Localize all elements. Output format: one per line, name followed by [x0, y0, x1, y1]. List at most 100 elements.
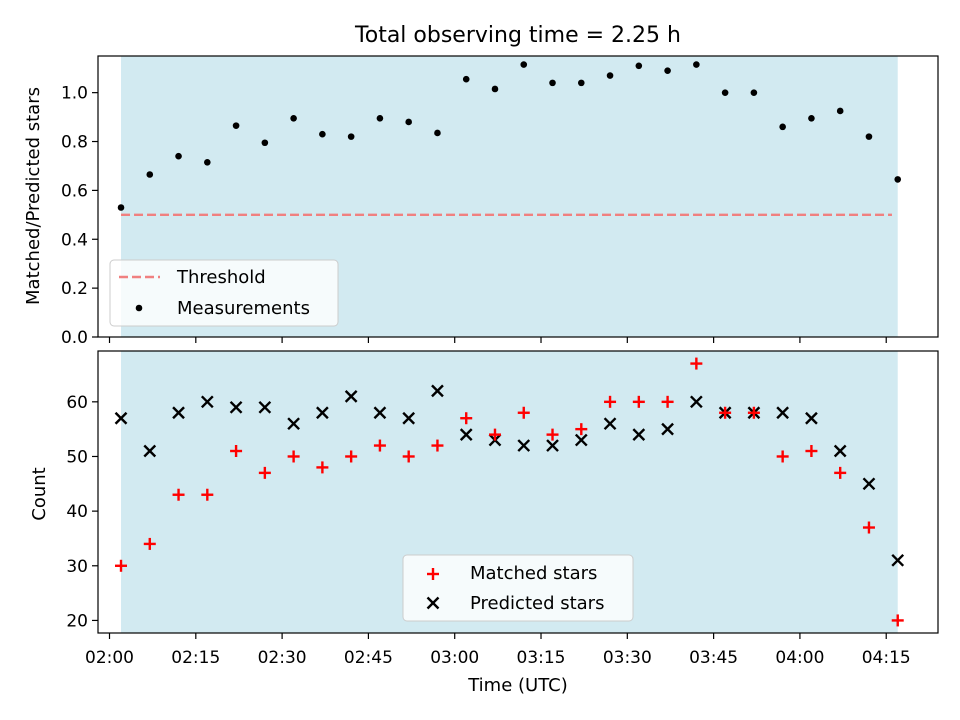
bottom-axes-frame: [97, 350, 939, 634]
matched-star-marker: [373, 439, 386, 452]
measurement-point: [606, 72, 614, 79]
matched-star-marker: [834, 466, 847, 479]
measurement-point: [232, 122, 240, 129]
matched-star-marker: [287, 450, 300, 463]
matched-star-marker: [517, 406, 530, 419]
matched-star-marker: [632, 395, 645, 408]
predicted-stroke: [402, 411, 416, 425]
measurement-point: [261, 139, 269, 147]
matched-star-marker: [488, 428, 501, 441]
measurement-point: [146, 171, 154, 178]
measurement-point: [664, 67, 671, 74]
measurement-point: [175, 152, 182, 160]
legend-predicted-swatch: [426, 596, 440, 610]
x-tick-label: 04:00: [775, 648, 824, 668]
x-tick-label: 02:00: [85, 648, 134, 668]
predicted-stroke: [431, 384, 444, 398]
predicted-star-marker: [431, 384, 444, 398]
measurement-point: [808, 115, 815, 122]
matched-star-marker: [460, 412, 473, 425]
matched-star-marker: [143, 537, 156, 550]
predicted-star-marker: [287, 417, 300, 431]
measurement-point: [434, 129, 441, 137]
predicted-star-marker: [776, 406, 790, 420]
matched-star-marker: [805, 445, 818, 458]
predicted-stroke: [229, 400, 243, 414]
matched-star-marker: [747, 406, 760, 419]
predicted-stroke: [891, 553, 905, 567]
measurement-point: [836, 107, 844, 115]
measurement-point: [520, 61, 528, 68]
top-legend-box: [109, 259, 339, 327]
predicted-star-marker: [546, 439, 559, 452]
predicted-stroke: [546, 439, 559, 452]
legend-measurement-label: Measurements: [177, 298, 310, 319]
x-axis-label: Time (UTC): [467, 675, 568, 696]
predicted-star-marker: [517, 439, 531, 452]
predicted-stroke: [200, 395, 214, 409]
predicted-stroke: [603, 417, 617, 431]
y-tick-label: 40: [66, 502, 88, 522]
predicted-star-marker: [258, 400, 272, 414]
measurement-point: [405, 118, 412, 126]
matched-star-marker: [719, 406, 732, 419]
measurement-point: [319, 130, 326, 138]
bottom-legend: Matched stars Predicted stars: [402, 554, 634, 622]
matched-star-marker: [776, 450, 789, 463]
predicted-stroke: [862, 477, 876, 491]
predicted-star-marker: [316, 406, 329, 420]
top-axes-frame: [97, 55, 939, 338]
measurement-point: [491, 85, 499, 93]
predicted-star-marker: [459, 428, 473, 441]
measurement-point: [347, 133, 355, 140]
matched-star-marker: [862, 521, 875, 534]
predicted-star-marker: [574, 433, 588, 447]
measurement-point: [635, 62, 643, 70]
measurement-point: [693, 61, 700, 68]
y-tick-label: 0.4: [61, 230, 88, 250]
predicted-star-marker: [603, 417, 617, 431]
matched-star-marker: [402, 450, 415, 463]
predicted-star-marker: [344, 390, 358, 403]
matched-star-marker: [431, 439, 444, 452]
predicted-stroke: [632, 428, 646, 441]
measurement-point: [290, 115, 297, 122]
matched-star-marker: [661, 395, 674, 408]
predicted-stroke: [172, 406, 185, 420]
top-legend: Threshold Measurements: [109, 259, 339, 327]
predicted-stroke: [459, 428, 473, 441]
matched-star-marker: [172, 488, 185, 501]
legend-measurement-swatch: [135, 304, 143, 312]
y-tick-label: 60: [66, 393, 88, 413]
matched-star-marker: [891, 614, 904, 627]
predicted-stroke: [661, 422, 674, 436]
top-y-axis-label: Matched/Predicted stars: [23, 87, 44, 305]
y-tick-label: 20: [66, 611, 88, 631]
matched-star-marker: [575, 423, 588, 436]
y-tick-label: 0.8: [61, 133, 88, 153]
predicted-star-marker: [862, 477, 876, 491]
predicted-star-marker: [143, 444, 157, 458]
measurement-point: [750, 89, 758, 96]
predicted-stroke: [143, 444, 157, 458]
measurement-point: [376, 115, 384, 122]
x-tick-label: 04:15: [862, 648, 911, 668]
matched-star-marker: [604, 395, 617, 408]
predicted-stroke: [344, 390, 358, 403]
predicted-star-marker: [891, 553, 905, 567]
predicted-stroke: [833, 444, 847, 458]
y-tick-label: 50: [66, 447, 88, 467]
matched-star-marker: [546, 428, 559, 441]
predicted-star-marker: [833, 444, 847, 458]
x-tick-label: 03:45: [689, 648, 738, 668]
matched-star-marker: [258, 466, 271, 479]
x-tick-label: 02:30: [258, 648, 307, 668]
predicted-star-marker: [661, 422, 674, 436]
y-tick-label: 30: [66, 557, 88, 577]
measurement-point: [462, 75, 470, 83]
measurement-point: [549, 79, 556, 87]
matched-star-marker: [115, 559, 128, 572]
measurement-point: [894, 176, 902, 183]
matched-star-marker: [690, 357, 703, 370]
